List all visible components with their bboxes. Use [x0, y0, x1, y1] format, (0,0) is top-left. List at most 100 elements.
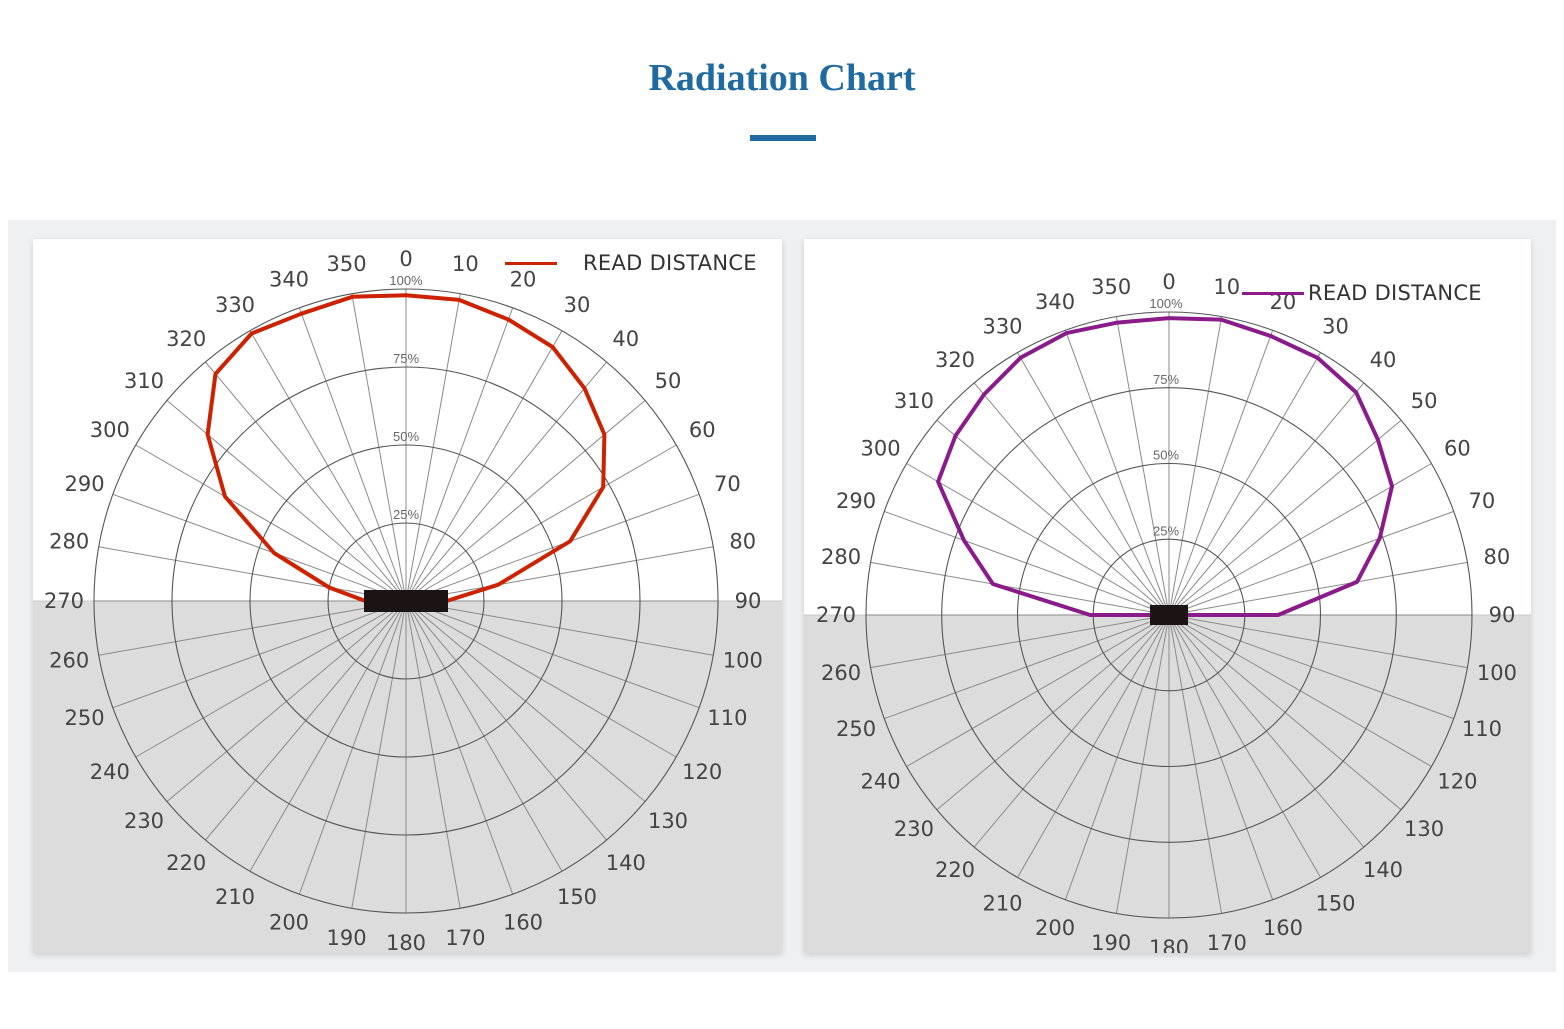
angle-tick-label: 40 — [1370, 348, 1397, 372]
sensor-block — [1150, 605, 1188, 625]
angle-tick-label: 340 — [269, 268, 309, 292]
data-point — [1167, 316, 1171, 320]
ring-label: 50% — [393, 429, 419, 444]
data-point — [1115, 321, 1119, 325]
data-point — [1276, 613, 1280, 617]
ring-label: 75% — [1153, 372, 1179, 387]
angle-tick-label: 130 — [648, 809, 688, 833]
angle-tick-label: 100 — [723, 648, 763, 672]
angle-tick-label: 200 — [269, 910, 309, 934]
angle-tick-label: 310 — [124, 369, 164, 393]
angle-tick-label: 70 — [1469, 489, 1496, 513]
angle-tick-label: 280 — [821, 545, 861, 569]
ring-label: 25% — [393, 507, 419, 522]
angle-tick-label: 60 — [689, 418, 716, 442]
angle-tick-label: 50 — [655, 369, 682, 393]
chart-legend: READ DISTANCE — [1242, 281, 1482, 305]
data-point — [457, 298, 461, 302]
angle-tick-label: 110 — [707, 706, 747, 730]
angle-tick-label: 280 — [49, 530, 89, 554]
angle-tick-label: 90 — [1489, 603, 1516, 627]
angle-tick-label: 60 — [1444, 437, 1471, 461]
angle-tick-label: 270 — [816, 603, 856, 627]
angle-tick-label: 30 — [1322, 315, 1349, 339]
angle-tick-label: 350 — [1091, 275, 1131, 299]
angle-tick-label: 170 — [445, 926, 485, 950]
angle-tick-label: 320 — [166, 327, 206, 351]
grid-ring — [865, 311, 1473, 919]
angle-tick-label: 190 — [327, 926, 367, 950]
legend-swatch — [505, 261, 557, 265]
ring-label: 75% — [393, 351, 419, 366]
angle-tick-label: 330 — [982, 315, 1022, 339]
data-point — [991, 582, 995, 586]
angle-tick-label: 230 — [894, 817, 934, 841]
data-point — [299, 312, 303, 316]
data-point — [1354, 390, 1358, 394]
legend-label: READ DISTANCE — [583, 251, 757, 275]
angle-tick-label: 80 — [1484, 545, 1511, 569]
legend-swatch — [1242, 291, 1304, 295]
grid-ring — [941, 387, 1397, 843]
data-point — [601, 485, 605, 489]
angle-tick-label: 110 — [1462, 717, 1502, 741]
ring-label: 50% — [1153, 448, 1179, 463]
data-point — [568, 539, 572, 543]
angle-tick-label: 80 — [729, 530, 756, 554]
angle-tick-label: 260 — [821, 661, 861, 685]
radiation-chart-right: 25%50%75%100%0 10203040506070809010011012… — [804, 270, 1531, 953]
angle-tick-label: 120 — [682, 760, 722, 784]
angle-tick-label: 350 — [327, 252, 367, 276]
angle-tick-label: 320 — [935, 348, 975, 372]
angle-tick-label: 30 — [564, 293, 591, 317]
grid-ring — [249, 444, 563, 758]
page-title: Radiation Chart — [648, 57, 916, 99]
title-underline — [750, 135, 816, 141]
angle-tick-label: 330 — [215, 293, 255, 317]
grid-ring — [1016, 462, 1322, 768]
series-line — [936, 316, 1394, 617]
angle-tick-label: 0 — [1162, 270, 1175, 294]
grid-ring — [93, 288, 719, 914]
chart-card-left: 25% 50% 75% 100% 0 10 20 30 40 50 60 70 80 90 100 110 12… — [33, 239, 782, 953]
angle-tick-label: 220 — [935, 858, 975, 882]
chart-legend: READ DISTANCE — [505, 251, 757, 275]
angle-tick-label: 290 — [836, 489, 876, 513]
radiation-chart-left: 25% 50% 75% 100% 0 10 20 30 40 50 60 70 80 90 100 110 12… — [33, 247, 782, 953]
data-point — [404, 293, 408, 297]
angle-tick-label: 220 — [166, 851, 206, 875]
angle-tick-label: 160 — [503, 910, 543, 934]
angle-tick-label: 0 — [399, 247, 412, 271]
data-point — [602, 432, 607, 437]
grid-ring — [171, 366, 641, 836]
chart-card-right: 25% 50% 75% 100% 0 10 20 30 40 50 60 70 80 90 100 110 12… — [804, 239, 1531, 953]
data-point — [936, 480, 940, 484]
angle-tick-label: 40 — [612, 327, 639, 351]
data-point — [350, 295, 354, 299]
angle-tick-label: 10 — [452, 252, 479, 276]
angle-tick-label: 10 — [1213, 275, 1240, 299]
angle-tick-label: 150 — [1315, 891, 1355, 915]
angle-tick-label: 290 — [65, 472, 105, 496]
angle-tick-label: 210 — [215, 885, 255, 909]
angle-tick-label: 70 — [714, 472, 741, 496]
grid-ring — [327, 522, 485, 680]
angle-tick-label: 180 — [386, 931, 426, 953]
angle-tick-label: 50 — [1411, 389, 1438, 413]
data-point — [250, 331, 254, 336]
data-point — [213, 372, 218, 376]
data-point — [223, 494, 227, 499]
angle-tick-label: 200 — [1035, 916, 1075, 940]
data-point — [1269, 334, 1273, 338]
data-point — [327, 585, 331, 590]
angle-tick-label: 310 — [894, 389, 934, 413]
data-point — [953, 434, 958, 438]
angle-tick-label: 210 — [982, 891, 1022, 915]
data-point — [582, 386, 587, 390]
angle-tick-label: 120 — [1437, 770, 1477, 794]
data-point — [506, 317, 510, 322]
data-point — [982, 392, 986, 397]
angle-tick-label: 140 — [606, 851, 646, 875]
data-point — [1064, 331, 1068, 335]
angle-tick-label: 170 — [1207, 931, 1247, 953]
